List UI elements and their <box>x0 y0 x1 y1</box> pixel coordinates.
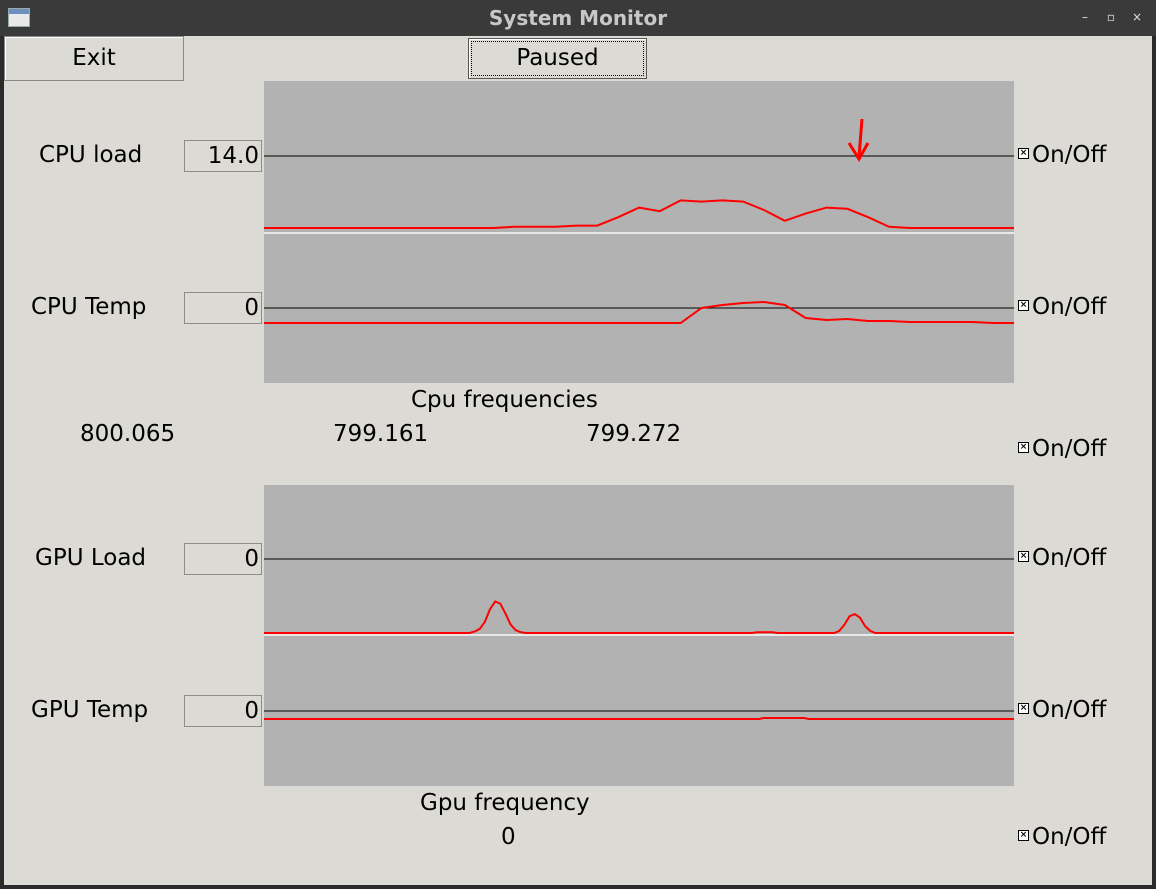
cpu-frequencies-toggle-label: On/Off <box>1032 436 1107 462</box>
gpu-load-toggle[interactable]: × On/Off <box>1018 545 1106 571</box>
cpu-frequencies-checkbox[interactable]: × <box>1018 442 1029 453</box>
exit-button[interactable]: Exit <box>4 36 184 81</box>
gpu-temp-toggle-label: On/Off <box>1032 697 1107 723</box>
cpu-frequency-2: 799.272 <box>586 421 682 447</box>
gpu-frequency-label: Gpu frequency <box>420 790 590 816</box>
cpu-load-pointer-arrow <box>847 118 870 162</box>
cpu-frequencies-label: Cpu frequencies <box>411 387 598 413</box>
gpu-temp-label: GPU Temp <box>31 697 149 723</box>
gpu-frequency-value: 0 <box>501 824 516 850</box>
minimize-icon[interactable]: – <box>1082 10 1088 24</box>
gpu-graph <box>264 485 1014 786</box>
cpu-graph <box>264 81 1014 383</box>
pause-button[interactable]: Paused <box>468 38 647 79</box>
gpu-temp-trace <box>264 717 1014 720</box>
gpu-load-value: 0 <box>184 543 262 575</box>
gpu-load-label: GPU Load <box>35 545 147 571</box>
cpu-temp-toggle-label: On/Off <box>1032 294 1107 320</box>
window-titlebar[interactable]: System Monitor – ▫ × <box>0 0 1156 36</box>
gpu-temp-toggle[interactable]: × On/Off <box>1018 697 1106 723</box>
cpu-frequency-1: 799.161 <box>333 421 429 447</box>
cpu-temp-value: 0 <box>184 292 262 324</box>
maximize-icon[interactable]: ▫ <box>1106 10 1116 24</box>
cpu-load-value: 14.0 <box>184 140 262 172</box>
window-title: System Monitor <box>488 6 668 30</box>
gpu-temp-value: 0 <box>184 695 262 727</box>
main-window: Exit Paused CPU load 14.0 × On/Off CPU Te… <box>4 36 1152 885</box>
gpu-frequency-toggle[interactable]: × On/Off <box>1018 824 1106 850</box>
cpu-load-toggle[interactable]: × On/Off <box>1018 142 1106 168</box>
app-window-icon <box>8 8 30 27</box>
cpu-load-label: CPU load <box>39 142 143 168</box>
cpu-temp-toggle[interactable]: × On/Off <box>1018 294 1106 320</box>
gpu-load-checkbox[interactable]: × <box>1018 551 1029 562</box>
gpu-load-trace <box>264 600 1014 634</box>
cpu-temp-label: CPU Temp <box>31 294 147 320</box>
cpu-temp-checkbox[interactable]: × <box>1018 300 1029 311</box>
cpu-frequencies-toggle[interactable]: × On/Off <box>1018 436 1106 462</box>
gpu-temp-checkbox[interactable]: × <box>1018 703 1029 714</box>
close-icon[interactable]: × <box>1131 10 1143 24</box>
cpu-temp-trace <box>264 300 1014 324</box>
gpu-frequency-checkbox[interactable]: × <box>1018 830 1029 841</box>
cpu-frequency-0: 800.065 <box>80 421 176 447</box>
gpu-frequency-toggle-label: On/Off <box>1032 824 1107 850</box>
gpu-load-toggle-label: On/Off <box>1032 545 1107 571</box>
cpu-load-toggle-label: On/Off <box>1032 142 1107 168</box>
cpu-load-trace <box>264 199 1014 229</box>
cpu-load-checkbox[interactable]: × <box>1018 148 1029 159</box>
